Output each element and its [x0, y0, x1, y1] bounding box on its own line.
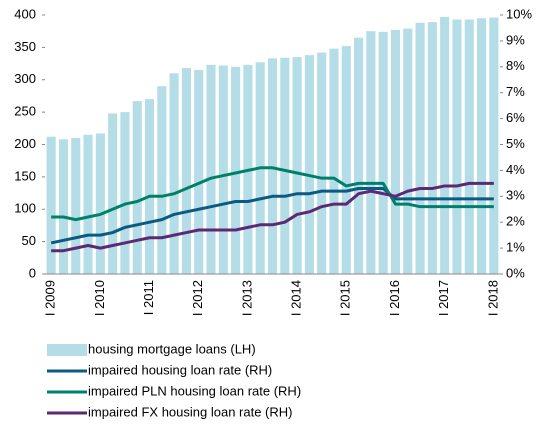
y2-tick-label: 3% — [506, 188, 525, 203]
y2-tick-label: 9% — [506, 32, 525, 47]
y-tick-label: 350 — [14, 39, 36, 54]
bar — [304, 55, 314, 274]
y2-tick-label: 7% — [506, 84, 525, 99]
y-tick-label: 250 — [14, 104, 36, 119]
bar — [83, 134, 93, 274]
bar — [341, 46, 351, 274]
bar — [218, 65, 228, 274]
line — [50, 187, 494, 245]
bar — [194, 70, 204, 274]
legend-label: housing mortgage loans (LH) — [88, 341, 256, 356]
bar — [354, 37, 364, 274]
legend-swatch — [47, 344, 87, 356]
bar — [71, 138, 81, 274]
bar — [464, 19, 474, 274]
y2-tick-label: 2% — [506, 214, 525, 229]
bar — [390, 29, 401, 274]
x-tick-label: I 2017 — [436, 280, 451, 316]
bar — [169, 73, 179, 275]
y2-tick-label: 10% — [506, 6, 532, 21]
y2-tick-label: 6% — [506, 110, 525, 125]
y2-tick-label: 1% — [506, 240, 525, 255]
bar — [280, 57, 290, 274]
y-tick-label: 0 — [29, 265, 36, 280]
line — [51, 181, 494, 253]
bar — [427, 22, 437, 275]
y2-tick-label: 4% — [506, 162, 525, 177]
bar — [477, 18, 487, 274]
bar — [267, 58, 278, 274]
bar — [452, 19, 462, 274]
legend-label: impaired PLN housing loan rate (RH) — [88, 383, 301, 398]
bar — [403, 28, 413, 274]
x-tick-label: I 2012 — [190, 280, 205, 316]
line — [51, 166, 494, 222]
y-tick-label: 100 — [14, 201, 36, 216]
bar — [440, 16, 450, 274]
bar — [329, 48, 339, 274]
y2-tick-label: 5% — [506, 136, 525, 151]
x-tick-label: I 2015 — [338, 280, 353, 316]
bar — [132, 101, 142, 275]
y-tick-label: 150 — [14, 168, 36, 183]
bar — [157, 86, 167, 274]
x-tick-label: I 2018 — [485, 280, 500, 316]
y-tick-label: 200 — [14, 136, 36, 151]
bar — [120, 112, 130, 274]
bar — [366, 31, 376, 274]
x-tick-label: I 2014 — [289, 280, 304, 316]
bar — [489, 17, 499, 275]
bar — [181, 68, 191, 274]
bar — [378, 31, 388, 275]
y-tick-label: 300 — [14, 71, 36, 86]
y2-tick-label: 0% — [506, 265, 525, 280]
bar — [95, 133, 105, 274]
y-tick-label: 400 — [14, 6, 36, 21]
y2-tick-label: 8% — [506, 58, 525, 73]
x-tick-label: I 2009 — [43, 280, 58, 316]
y-tick-label: 50 — [22, 233, 36, 248]
x-tick-label: I 2011 — [141, 280, 156, 315]
x-tick-label: I 2010 — [92, 280, 107, 316]
legend-label: impaired FX housing loan rate (RH) — [88, 404, 292, 419]
legend-label: impaired housing loan rate (RH) — [88, 362, 272, 377]
x-tick-label: I 2013 — [239, 280, 254, 316]
bar — [58, 139, 68, 274]
bar — [144, 99, 155, 274]
bar — [317, 52, 327, 275]
bar — [206, 64, 216, 274]
bar — [415, 22, 425, 274]
x-tick-label: I 2016 — [387, 280, 402, 316]
bar — [46, 136, 56, 274]
bar — [292, 57, 302, 275]
bar — [108, 113, 118, 274]
bar — [231, 66, 241, 274]
